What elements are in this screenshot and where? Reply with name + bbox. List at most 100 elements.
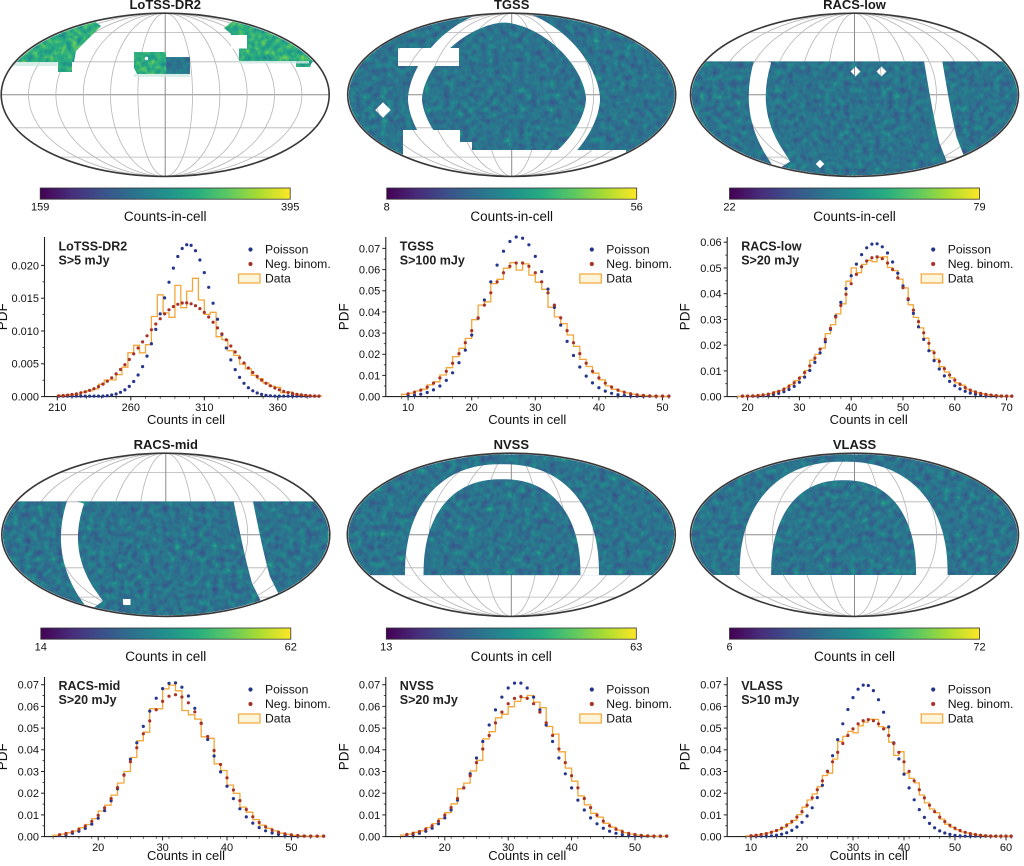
svg-text:395: 395: [281, 202, 299, 214]
svg-text:8: 8: [384, 202, 390, 214]
svg-text:50: 50: [656, 402, 668, 414]
svg-text:50: 50: [629, 842, 641, 854]
svg-text:0.03: 0.03: [18, 766, 39, 778]
svg-text:30: 30: [847, 842, 859, 854]
svg-text:Counts in cell: Counts in cell: [830, 412, 908, 427]
svg-text:30: 30: [156, 842, 168, 854]
svg-text:Counts-in-cell: Counts-in-cell: [124, 209, 207, 224]
svg-text:20: 20: [439, 842, 451, 854]
svg-text:0.01: 0.01: [700, 366, 721, 378]
svg-text:0.07: 0.07: [18, 680, 39, 692]
svg-text:0.01: 0.01: [18, 810, 39, 822]
svg-text:Counts in cell: Counts in cell: [488, 412, 566, 427]
svg-text:PDF: PDF: [678, 743, 693, 770]
svg-text:Poisson: Poisson: [265, 682, 308, 696]
svg-text:0.04: 0.04: [18, 745, 39, 757]
svg-text:Poisson: Poisson: [948, 242, 991, 256]
svg-text:30: 30: [502, 842, 514, 854]
svg-text:60: 60: [1000, 842, 1012, 854]
svg-text:10: 10: [745, 842, 757, 854]
svg-text:0.00: 0.00: [359, 392, 380, 404]
svg-text:Data: Data: [606, 271, 632, 285]
svg-text:0.01: 0.01: [359, 370, 380, 382]
svg-text:260: 260: [122, 402, 140, 414]
svg-text:30: 30: [529, 402, 541, 414]
svg-text:NVSS: NVSS: [494, 437, 530, 452]
svg-text:Poisson: Poisson: [606, 682, 649, 696]
svg-text:20: 20: [92, 842, 104, 854]
svg-text:S>100 mJy: S>100 mJy: [400, 254, 465, 268]
svg-text:Poisson: Poisson: [606, 242, 649, 256]
svg-text:310: 310: [195, 402, 213, 414]
svg-text:S>10 mJy: S>10 mJy: [741, 693, 799, 707]
svg-text:Data: Data: [265, 711, 291, 725]
svg-text:0.010: 0.010: [11, 326, 39, 338]
svg-text:0.02: 0.02: [700, 340, 721, 352]
svg-text:0.00: 0.00: [359, 832, 380, 844]
svg-text:Neg. binom.: Neg. binom.: [948, 257, 1014, 271]
svg-text:0.000: 0.000: [11, 392, 39, 404]
svg-text:S>20 mJy: S>20 mJy: [741, 254, 799, 268]
svg-text:0.05: 0.05: [18, 723, 39, 735]
svg-text:50: 50: [897, 402, 909, 414]
svg-text:Counts in cell: Counts in cell: [125, 649, 206, 664]
svg-text:RACS-low: RACS-low: [741, 240, 802, 254]
svg-text:0.01: 0.01: [700, 810, 721, 822]
svg-text:Counts-in-cell: Counts-in-cell: [470, 209, 553, 224]
svg-text:0.04: 0.04: [700, 745, 721, 757]
svg-text:40: 40: [593, 402, 605, 414]
svg-text:0.00: 0.00: [18, 832, 39, 844]
svg-text:0.04: 0.04: [359, 307, 380, 319]
svg-text:0.04: 0.04: [359, 745, 380, 757]
svg-text:0.06: 0.06: [700, 237, 721, 249]
svg-text:0.07: 0.07: [359, 680, 380, 692]
svg-text:72: 72: [973, 642, 985, 654]
svg-text:0.015: 0.015: [11, 293, 39, 305]
svg-text:RACS-mid: RACS-mid: [59, 679, 121, 693]
svg-text:6: 6: [726, 642, 732, 654]
svg-text:Counts in cell: Counts in cell: [471, 649, 552, 664]
svg-text:0.06: 0.06: [359, 701, 380, 713]
svg-text:0.05: 0.05: [700, 263, 721, 275]
svg-text:RACS-low: RACS-low: [823, 0, 887, 12]
svg-text:14: 14: [35, 642, 47, 654]
svg-text:360: 360: [269, 402, 287, 414]
svg-text:0.06: 0.06: [700, 701, 721, 713]
svg-text:TGSS: TGSS: [494, 0, 530, 12]
svg-text:20: 20: [796, 842, 808, 854]
svg-text:40: 40: [221, 842, 233, 854]
svg-text:Data: Data: [948, 711, 974, 725]
svg-text:0.04: 0.04: [700, 289, 721, 301]
svg-text:0.005: 0.005: [11, 359, 39, 371]
svg-text:0.02: 0.02: [700, 788, 721, 800]
svg-text:22: 22: [723, 202, 735, 214]
svg-text:S>20 mJy: S>20 mJy: [400, 693, 458, 707]
svg-text:NVSS: NVSS: [400, 679, 434, 693]
svg-text:0.07: 0.07: [700, 680, 721, 692]
svg-text:0.02: 0.02: [18, 788, 39, 800]
svg-text:0.01: 0.01: [359, 810, 380, 822]
svg-text:PDF: PDF: [0, 303, 10, 330]
svg-text:Neg. binom.: Neg. binom.: [606, 257, 672, 271]
svg-text:159: 159: [31, 202, 49, 214]
svg-text:20: 20: [741, 402, 753, 414]
svg-text:Data: Data: [606, 711, 632, 725]
svg-text:TGSS: TGSS: [400, 240, 434, 254]
svg-text:70: 70: [1000, 402, 1012, 414]
svg-text:56: 56: [631, 202, 643, 214]
svg-text:PDF: PDF: [0, 743, 10, 770]
svg-text:Counts in cell: Counts in cell: [147, 412, 225, 427]
svg-text:VLASS: VLASS: [741, 679, 783, 693]
svg-text:Neg. binom.: Neg. binom.: [948, 697, 1014, 711]
svg-text:0.05: 0.05: [700, 723, 721, 735]
svg-text:VLASS: VLASS: [833, 437, 877, 452]
svg-text:0.020: 0.020: [11, 260, 39, 272]
svg-text:0.06: 0.06: [18, 701, 39, 713]
svg-text:40: 40: [845, 402, 857, 414]
svg-text:0.02: 0.02: [359, 788, 380, 800]
svg-text:0.06: 0.06: [359, 265, 380, 277]
svg-text:Neg. binom.: Neg. binom.: [606, 697, 672, 711]
svg-text:30: 30: [793, 402, 805, 414]
svg-text:Poisson: Poisson: [265, 242, 308, 256]
svg-text:0.03: 0.03: [700, 766, 721, 778]
